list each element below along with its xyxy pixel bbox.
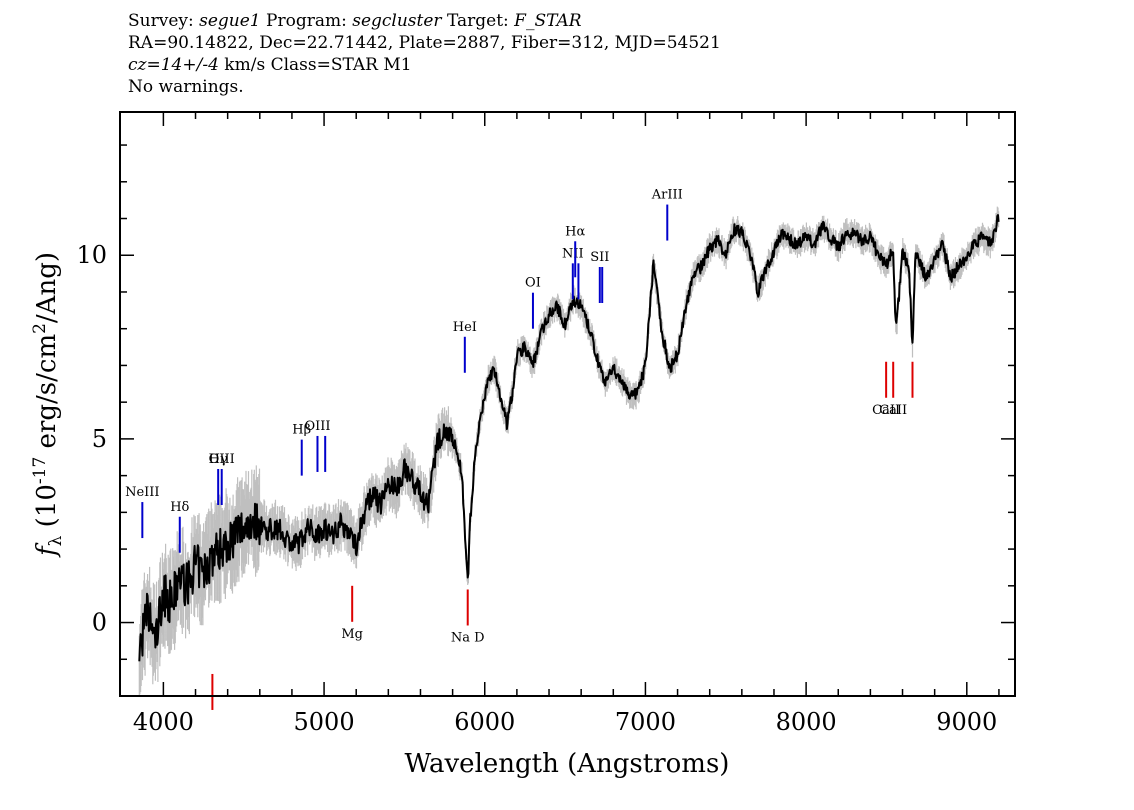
redshift-value: cz=14+/-4 (128, 55, 219, 75)
class-value: km/s Class=STAR M1 (224, 55, 412, 75)
line-label-7: HeI (453, 320, 477, 335)
y-tick-label-2: 10 (76, 241, 107, 269)
line-label-4: Hβ (292, 423, 311, 438)
y-axis-title: fλ (10-17 erg/s/cm2/Ang) (30, 252, 66, 558)
survey-value: segue1 (199, 11, 261, 31)
header-line-warnings: No warnings. (128, 77, 244, 97)
spectrum-header: Survey: segue1 Program: segcluster Targe… (128, 10, 721, 98)
line-label-10: Hα (565, 224, 585, 239)
line-label-9: NII (562, 246, 584, 261)
axis-ticks: 4000 5000 6000 7000 8000 9000 0 5 10 (76, 112, 1015, 736)
header-line-coordinates: RA=90.14822, Dec=22.71442, Plate=2887, F… (128, 33, 721, 53)
line-label-12: SII (590, 250, 609, 265)
x-tick-label-3: 7000 (615, 708, 676, 736)
line-label-14: ArIII (651, 188, 683, 203)
program-label: Program: (266, 11, 347, 31)
flux-line (138, 214, 1000, 662)
line-label-18: CaII (879, 403, 907, 418)
x-tick-label-5: 9000 (936, 708, 997, 736)
plot-frame (119, 111, 1016, 697)
line-label-2: Hγ (209, 452, 228, 467)
target-label: Target: (446, 11, 509, 31)
program-value: segcluster (352, 11, 442, 31)
noise-spikes (138, 206, 1000, 696)
line-label-8: OI (525, 276, 541, 291)
line-label-5: OIII (304, 419, 330, 434)
noise-band (138, 206, 1000, 696)
y-axis-symbol-sub: λ (46, 535, 66, 546)
x-tick-label-0: 4000 (133, 708, 194, 736)
line-label-17: CaII (872, 403, 900, 418)
line-label-0: NeIII (125, 485, 159, 500)
line-label-15: Mg (341, 627, 363, 642)
y-tick-label-0: 0 (92, 609, 107, 637)
line-label-16: Na D (451, 630, 485, 645)
x-tick-label-4: 8000 (776, 708, 837, 736)
x-tick-label-1: 5000 (294, 708, 355, 736)
header-line-redshift: cz=14+/-4 km/s Class=STAR M1 (128, 54, 721, 76)
header-line-target: Survey: segue1 Program: segcluster Targe… (128, 10, 721, 32)
y-tick-label-1: 5 (92, 425, 107, 453)
line-label-3: OIII (209, 452, 235, 467)
x-tick-label-2: 6000 (454, 708, 515, 736)
target-value: F_STAR (514, 11, 582, 31)
flux-series (138, 214, 1000, 662)
x-axis-title: Wavelength (Angstroms) (405, 749, 730, 779)
line-label-1: Hδ (170, 500, 189, 515)
survey-label: Survey: (128, 11, 194, 31)
